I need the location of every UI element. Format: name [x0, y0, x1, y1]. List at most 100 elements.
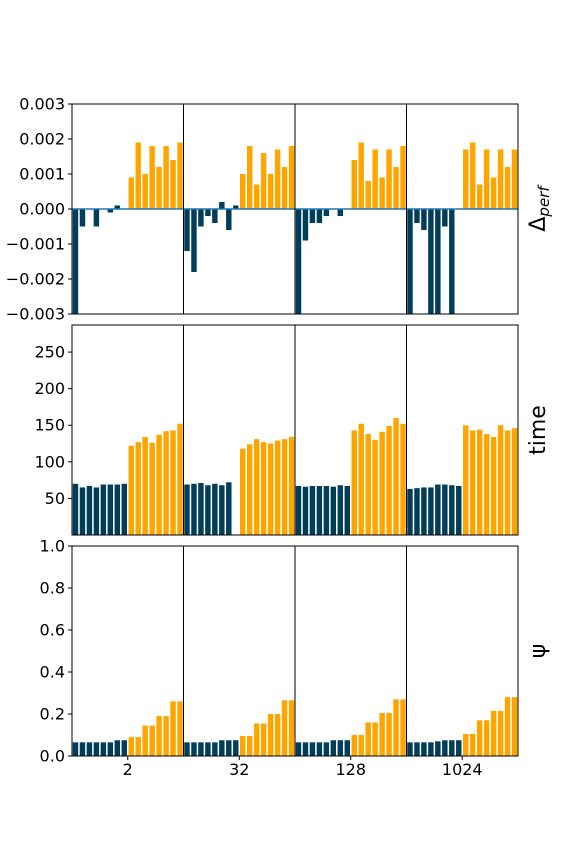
- bar-128-dark-4: [316, 209, 323, 223]
- x-tick-label-32: 32: [229, 760, 249, 779]
- bar-2-orange-6: [163, 431, 169, 535]
- bar-32-orange-1: [240, 174, 246, 209]
- bar-1024-dark-8: [456, 740, 462, 756]
- y-tick-label: −0.001: [6, 235, 65, 254]
- bar-1024-orange-3: [476, 429, 483, 535]
- bar-32-orange-6: [274, 714, 281, 756]
- bar-32-dark-8: [233, 740, 239, 756]
- bar-1024-orange-6: [497, 710, 504, 756]
- bar-128-dark-4: [316, 485, 323, 535]
- bar-2-dark-7: [114, 740, 121, 756]
- bar-128-dark-6: [330, 486, 337, 535]
- bar-2-dark-7: [114, 484, 121, 535]
- bar-32-orange-7: [281, 700, 288, 756]
- bar-32-orange-5: [267, 714, 274, 756]
- bar-32-orange-2: [246, 736, 253, 756]
- bar-32-dark-3: [198, 742, 204, 756]
- bar-2-orange-2: [135, 442, 141, 535]
- bar-2-orange-4: [149, 442, 155, 535]
- bar-2-orange-8: [177, 142, 183, 209]
- bar-128-dark-8: [344, 740, 350, 756]
- bar-2-dark-8: [121, 740, 127, 756]
- bar-1024-orange-7: [504, 430, 511, 535]
- panel-1: −0.003 −0.002 −0.001 0.000 0.001 0.002 0.003 Δp…: [6, 95, 553, 324]
- axes-frame: [71, 545, 519, 757]
- bar-1024-dark-4: [428, 742, 434, 756]
- bar-2-dark-2: [79, 487, 86, 535]
- bar-128-orange-2: [358, 735, 364, 756]
- bar-128-dark-1: [295, 742, 302, 756]
- bar-1024-orange-3: [476, 720, 483, 756]
- bar-128-dark-5: [323, 485, 330, 535]
- bar-32-dark-7: [226, 482, 232, 535]
- y-tick-label: 0.0: [40, 747, 65, 766]
- bar-32-dark-6: [219, 485, 225, 535]
- bar-128-orange-5: [379, 177, 385, 209]
- y-tick-label: 0.000: [19, 200, 65, 219]
- bar-32-orange-7: [281, 439, 288, 535]
- bar-1024-orange-7: [504, 697, 511, 756]
- bar-128-orange-6: [386, 425, 392, 535]
- bar-128-orange-7: [393, 417, 399, 535]
- bar-128-dark-1: [295, 209, 302, 314]
- bar-2-dark-4: [93, 209, 100, 227]
- bar-2-orange-3: [142, 725, 148, 756]
- bar-32-dark-2: [191, 742, 197, 756]
- bar-1024-dark-6: [442, 209, 448, 227]
- bar-1024-dark-5: [435, 484, 441, 535]
- bar-1024-orange-5: [490, 436, 497, 535]
- y-tick-label: 0.2: [40, 705, 65, 724]
- bar-32-orange-3: [253, 439, 260, 535]
- panel-2: 50 100 150 200 250 time: [34, 324, 551, 536]
- bar-1024-dark-1: [407, 488, 413, 535]
- bar-1024-dark-6: [442, 740, 448, 756]
- bar-32-dark-1: [184, 742, 190, 756]
- bar-2-orange-4: [149, 146, 155, 209]
- bar-2-orange-2: [135, 142, 141, 209]
- bar-1024-orange-4: [483, 720, 490, 756]
- bar-1024-orange-1: [463, 425, 469, 535]
- bar-128-orange-1: [351, 430, 357, 535]
- bar-32-dark-4: [205, 209, 211, 216]
- bar-32-orange-8: [288, 146, 295, 209]
- bar-128-orange-6: [386, 149, 392, 209]
- y-axis-label: time: [526, 405, 551, 455]
- bar-128-orange-5: [379, 712, 385, 756]
- panels: −0.003 −0.002 −0.001 0.000 0.001 0.002 0.003 Δp…: [6, 95, 553, 766]
- bar-2-dark-5: [100, 484, 107, 535]
- bar-32-orange-5: [267, 443, 274, 535]
- bar-1024-dark-2: [414, 209, 420, 223]
- x-axis-ticks: 2 32 128 1024: [123, 756, 483, 779]
- bar-128-orange-2: [358, 423, 364, 535]
- bar-128-orange-3: [365, 722, 371, 756]
- bar-128-orange-7: [393, 167, 399, 209]
- bars: [72, 417, 518, 535]
- bar-1024-dark-5: [435, 741, 441, 756]
- bar-128-dark-5: [323, 742, 330, 756]
- bar-32-dark-2: [191, 209, 197, 272]
- bar-2-dark-6: [107, 209, 114, 213]
- y-ticks: −0.003 −0.002 −0.001 0.000 0.001 0.002 0.003: [6, 95, 72, 324]
- y-tick-label: 100: [34, 452, 65, 471]
- bar-2-dark-2: [79, 742, 86, 756]
- bar-32-dark-7: [226, 740, 232, 756]
- y-axis-label: ψ: [526, 644, 551, 659]
- bar-128-dark-3: [309, 742, 316, 756]
- bar-128-dark-2: [302, 209, 309, 241]
- bar-128-orange-1: [351, 160, 357, 209]
- bar-1024-orange-6: [497, 149, 504, 209]
- bar-32-dark-4: [205, 485, 211, 535]
- bar-2-dark-8: [121, 483, 127, 535]
- bar-32-dark-5: [212, 209, 218, 223]
- bar-2-orange-6: [163, 146, 169, 209]
- bar-1024-orange-8: [511, 697, 518, 756]
- bar-32-dark-6: [219, 202, 225, 209]
- bar-128-dark-5: [323, 209, 330, 216]
- bar-32-orange-5: [267, 174, 274, 209]
- bar-2-dark-5: [100, 742, 107, 756]
- x-tick-label-2: 2: [123, 760, 133, 779]
- bar-2-orange-5: [156, 716, 162, 756]
- bar-128-dark-7: [337, 740, 344, 756]
- bar-32-orange-1: [240, 736, 246, 756]
- y-tick-label: −0.002: [6, 270, 65, 289]
